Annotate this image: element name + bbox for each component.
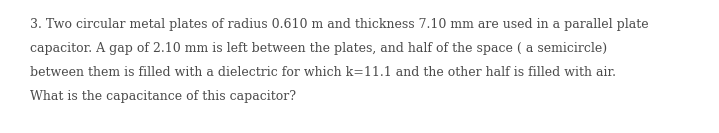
- Text: between them is filled with a dielectric for which k=11.1 and the other half is : between them is filled with a dielectric…: [30, 66, 616, 79]
- Text: What is the capacitance of this capacitor?: What is the capacitance of this capacito…: [30, 90, 296, 103]
- Text: 3. Two circular metal plates of radius 0.610 m and thickness 7.10 mm are used in: 3. Two circular metal plates of radius 0…: [30, 18, 649, 31]
- Text: capacitor. A gap of 2.10 mm is left between the plates, and half of the space ( : capacitor. A gap of 2.10 mm is left betw…: [30, 42, 607, 55]
